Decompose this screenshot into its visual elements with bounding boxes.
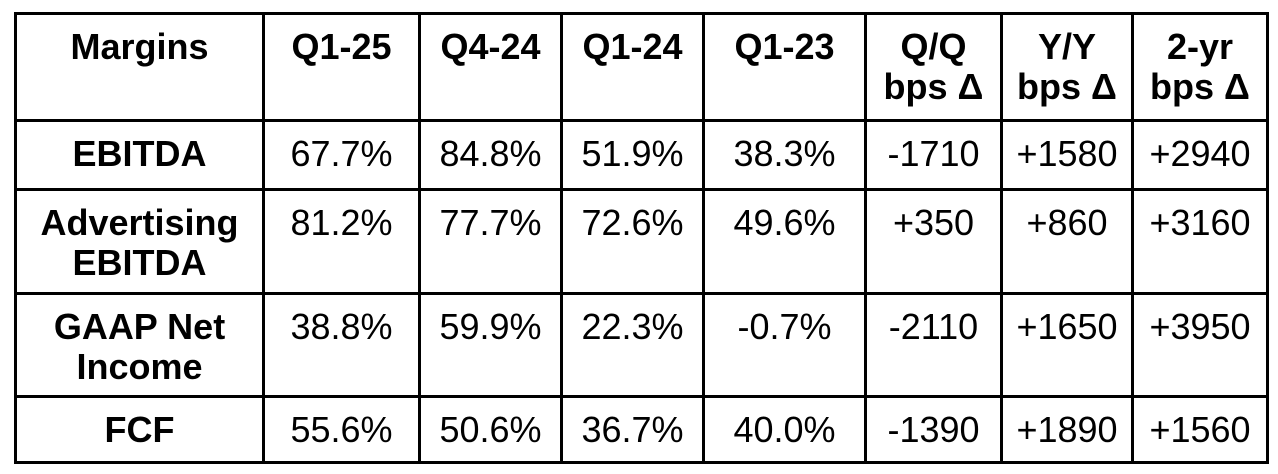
cell-fcf-q1-23: 40.0%: [702, 395, 867, 465]
cell-ebitda-q4-24: 84.8%: [418, 119, 563, 191]
table-row-advertising-ebitda: Advertising EBITDA 81.2% 77.7% 72.6% 49.…: [14, 188, 1269, 295]
cell-adv-q1-24: 72.6%: [560, 188, 705, 295]
row-label-advertising-ebitda: Advertising EBITDA: [14, 188, 265, 295]
cell-gaap-q1-24: 22.3%: [560, 291, 705, 399]
cell-fcf-q4-24: 50.6%: [418, 395, 563, 465]
cell-gaap-qq: -2110: [864, 291, 1003, 399]
column-header-2yr-bps: 2-yr bps Δ: [1131, 12, 1269, 122]
cell-adv-q1-23: 49.6%: [702, 188, 867, 295]
cell-gaap-q1-25: 38.8%: [262, 291, 421, 399]
column-header-q1-24: Q1-24: [560, 12, 705, 122]
cell-gaap-q1-23: -0.7%: [702, 291, 867, 399]
row-label-ebitda: EBITDA: [14, 119, 265, 191]
row-label-gaap-net-income: GAAP Net Income: [14, 291, 265, 399]
cell-ebitda-yy: +1580: [1000, 119, 1134, 191]
row-label-fcf: FCF: [14, 395, 265, 465]
column-header-margins: Margins: [14, 12, 265, 122]
cell-adv-q1-25: 81.2%: [262, 188, 421, 295]
table-row-gaap-net-income: GAAP Net Income 38.8% 59.9% 22.3% -0.7% …: [14, 291, 1269, 399]
cell-ebitda-2yr: +2940: [1131, 119, 1269, 191]
header-row: Margins Q1-25 Q4-24 Q1-24 Q1-23 Q/Q bps …: [14, 12, 1269, 122]
column-header-yy-bps: Y/Y bps Δ: [1000, 12, 1134, 122]
table-row-fcf: FCF 55.6% 50.6% 36.7% 40.0% -1390 +1890 …: [14, 395, 1269, 465]
cell-fcf-q1-24: 36.7%: [560, 395, 705, 465]
cell-adv-2yr: +3160: [1131, 188, 1269, 295]
cell-adv-qq: +350: [864, 188, 1003, 295]
cell-ebitda-q1-25: 67.7%: [262, 119, 421, 191]
cell-adv-q4-24: 77.7%: [418, 188, 563, 295]
column-header-q4-24: Q4-24: [418, 12, 563, 122]
cell-fcf-2yr: +1560: [1131, 395, 1269, 465]
cell-gaap-yy: +1650: [1000, 291, 1134, 399]
column-header-q1-25: Q1-25: [262, 12, 421, 122]
cell-ebitda-q1-23: 38.3%: [702, 119, 867, 191]
cell-fcf-qq: -1390: [864, 395, 1003, 465]
table-row-ebitda: EBITDA 67.7% 84.8% 51.9% 38.3% -1710 +15…: [14, 119, 1269, 191]
column-header-q1-23: Q1-23: [702, 12, 867, 122]
margins-table: Margins Q1-25 Q4-24 Q1-24 Q1-23 Q/Q bps …: [14, 12, 1269, 465]
cell-ebitda-q1-24: 51.9%: [560, 119, 705, 191]
column-header-qq-bps: Q/Q bps Δ: [864, 12, 1003, 122]
cell-ebitda-qq: -1710: [864, 119, 1003, 191]
cell-adv-yy: +860: [1000, 188, 1134, 295]
cell-gaap-2yr: +3950: [1131, 291, 1269, 399]
cell-gaap-q4-24: 59.9%: [418, 291, 563, 399]
cell-fcf-q1-25: 55.6%: [262, 395, 421, 465]
cell-fcf-yy: +1890: [1000, 395, 1134, 465]
